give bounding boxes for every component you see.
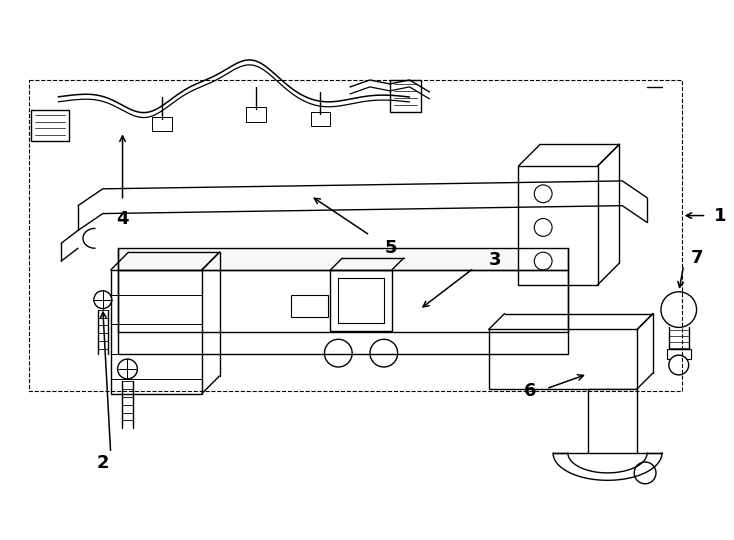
Polygon shape	[78, 181, 647, 231]
Text: 6: 6	[524, 382, 537, 400]
Circle shape	[534, 252, 552, 270]
Polygon shape	[667, 349, 691, 359]
Circle shape	[634, 462, 656, 484]
Polygon shape	[310, 112, 330, 126]
Text: 1: 1	[714, 207, 727, 225]
Text: 2: 2	[96, 454, 109, 472]
Polygon shape	[117, 248, 568, 270]
Text: 4: 4	[116, 210, 128, 227]
Polygon shape	[489, 329, 637, 389]
Polygon shape	[291, 295, 328, 316]
Polygon shape	[32, 110, 69, 141]
Polygon shape	[246, 107, 266, 122]
Polygon shape	[390, 80, 421, 112]
Circle shape	[534, 185, 552, 202]
Circle shape	[117, 359, 137, 379]
Circle shape	[661, 292, 697, 327]
Polygon shape	[152, 117, 172, 131]
Circle shape	[669, 355, 688, 375]
Text: 5: 5	[385, 239, 397, 257]
Text: 7: 7	[691, 249, 703, 267]
Polygon shape	[518, 166, 597, 285]
Polygon shape	[117, 270, 568, 354]
Text: 3: 3	[489, 251, 501, 269]
Polygon shape	[330, 270, 392, 332]
Circle shape	[534, 219, 552, 237]
Polygon shape	[588, 389, 637, 453]
Circle shape	[94, 291, 112, 308]
Polygon shape	[111, 270, 202, 394]
